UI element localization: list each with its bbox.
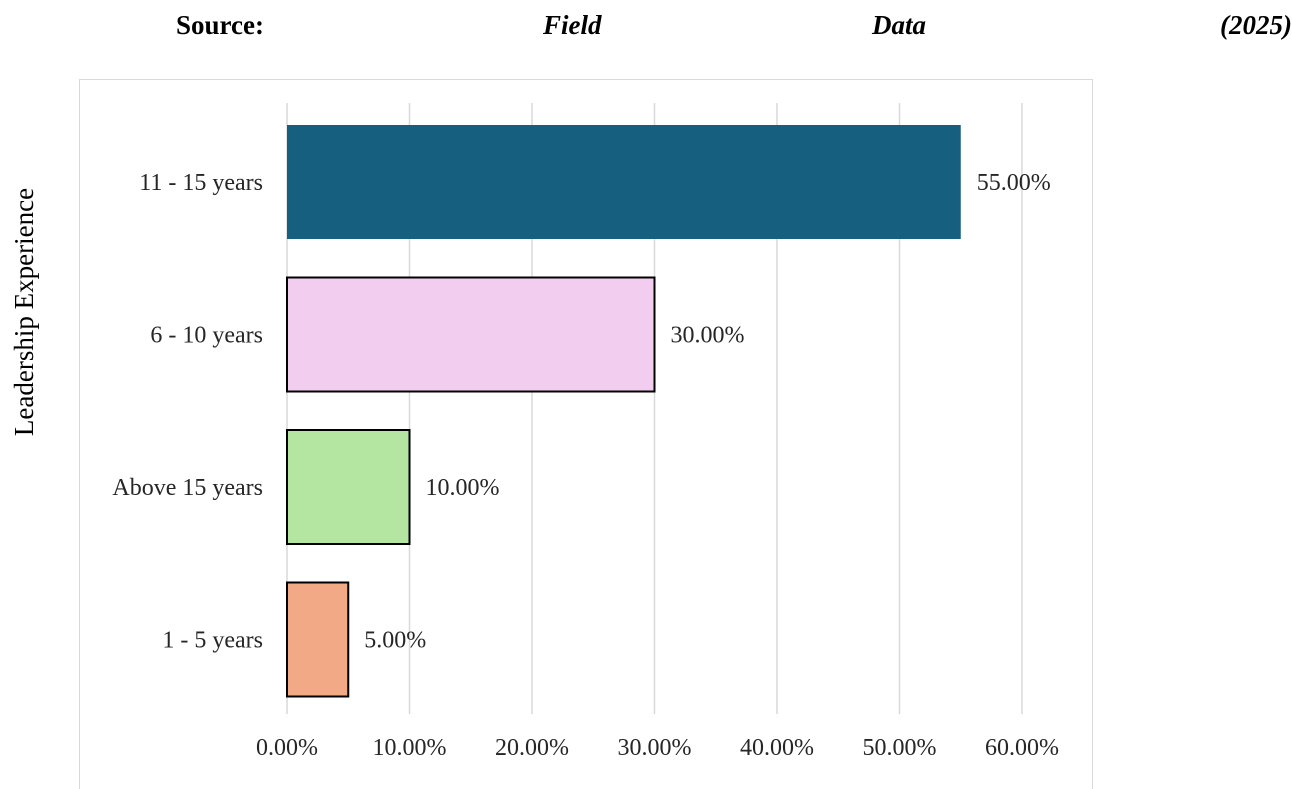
- chart-frame: [79, 79, 1093, 789]
- x-tick-label: 30.00%: [618, 735, 692, 761]
- source-word-data: Data: [872, 10, 926, 40]
- category-labels: 11 - 15 years 6 - 10 years Above 15 years 1…: [112, 170, 263, 654]
- bar: [287, 125, 961, 239]
- bar-chart: 55.00% 30.00% 10.00% 5.00% 11 - 15 years 6 -…: [9, 103, 1059, 761]
- bars: [286, 125, 961, 698]
- x-tick-label: 20.00%: [495, 735, 569, 761]
- bar: [286, 276, 656, 393]
- data-label: 5.00%: [364, 628, 426, 654]
- x-tick-label: 60.00%: [985, 735, 1059, 761]
- y-axis-title: Leadership Experience: [9, 188, 39, 436]
- category-label: 1 - 5 years: [162, 628, 263, 654]
- x-tick-label: 10.00%: [373, 735, 447, 761]
- data-label: 55.00%: [977, 170, 1051, 196]
- x-tick-label: 50.00%: [863, 735, 937, 761]
- category-label: Above 15 years: [112, 475, 263, 501]
- data-labels: 55.00% 30.00% 10.00% 5.00%: [364, 170, 1051, 654]
- bar: [286, 581, 350, 698]
- category-label: 6 - 10 years: [150, 323, 263, 349]
- bar: [286, 429, 411, 545]
- x-axis-tick-labels: 0.00% 10.00% 20.00% 30.00% 40.00% 50.00% 60.00…: [256, 735, 1059, 761]
- data-label: 10.00%: [426, 475, 500, 501]
- source-line: Source: Field Data (2025): [0, 0, 1292, 60]
- category-label: 11 - 15 years: [139, 170, 263, 196]
- x-tick-label: 40.00%: [740, 735, 814, 761]
- source-label: Source:: [176, 10, 264, 40]
- x-tick-label: 0.00%: [256, 735, 318, 761]
- source-word-year: (2025): [1220, 10, 1292, 40]
- source-word-field: Field: [543, 10, 602, 40]
- data-label: 30.00%: [671, 323, 745, 349]
